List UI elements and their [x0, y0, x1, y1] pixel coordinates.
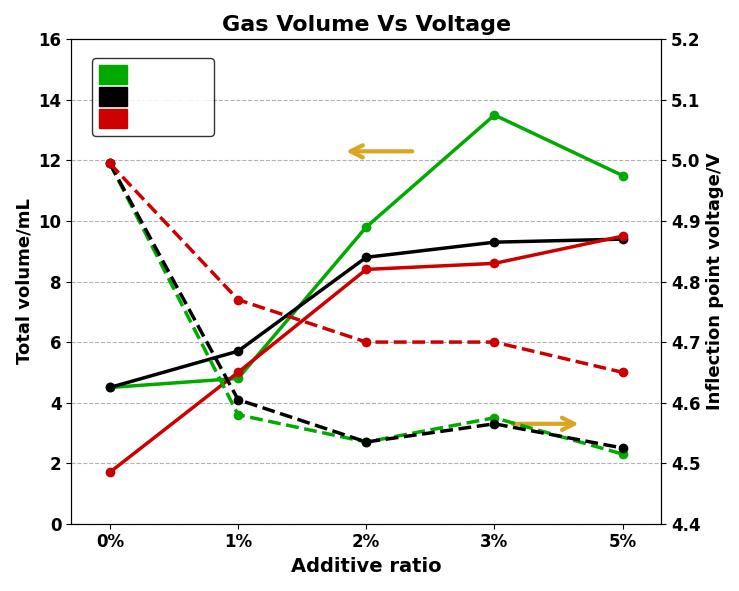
Y-axis label: Total volume/mL: Total volume/mL: [15, 199, 33, 365]
Title: Gas Volume Vs Voltage: Gas Volume Vs Voltage: [222, 15, 511, 35]
Y-axis label: Inflection point voltage/V: Inflection point voltage/V: [706, 153, 724, 410]
X-axis label: Additive ratio: Additive ratio: [291, 557, 442, 576]
Legend: C2+E1, C1+E1, C1+E2: C2+E1, C1+E1, C1+E2: [92, 58, 214, 136]
